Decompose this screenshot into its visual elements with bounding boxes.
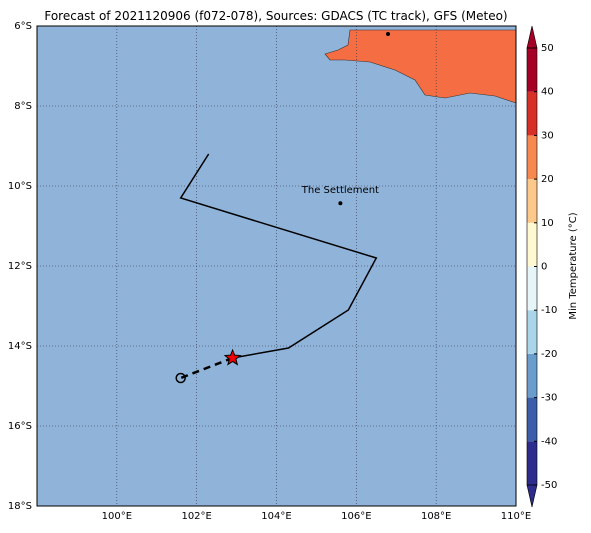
colorbar-bin [527, 135, 537, 180]
colorbar-tick-label: -20 [541, 349, 557, 360]
colorbar-tick-label: -30 [541, 393, 557, 404]
current-position [223, 348, 242, 366]
colorbar-extend-min [526, 484, 538, 508]
place-dot [338, 201, 343, 206]
colorbar-bin [527, 310, 537, 354]
colorbar-tick-label: 10 [541, 218, 554, 229]
map-frame [36, 25, 517, 507]
colorbar-bin [527, 397, 537, 442]
land [324, 29, 517, 104]
title: Forecast of 2021120906 (f072-078), Sourc… [44, 9, 507, 23]
colorbar-tick-label: -50 [541, 480, 557, 491]
colorbar-tick-label: 40 [541, 87, 554, 98]
colorbar-extend-max [526, 25, 538, 49]
colorbar-tick-label: 20 [541, 174, 554, 185]
colorbar-tick-label: -40 [541, 436, 557, 447]
colorbar-tick-label: -10 [541, 305, 557, 316]
colorbar-label: Min Temperature (°C) [568, 212, 579, 319]
colorbar-bin [527, 179, 537, 223]
colorbar-bin [527, 441, 537, 485]
colorbar-bin [527, 266, 537, 311]
forecast-end [175, 372, 186, 384]
place-label: The Settlement [301, 185, 379, 196]
y-tick-label: 12°S [8, 261, 32, 272]
x-tick-label: 104°E [261, 511, 291, 522]
colorbar-tick-label: 0 [541, 262, 547, 273]
colorbar-tick-label: 30 [541, 130, 554, 141]
x-tick-label: 102°E [181, 511, 211, 522]
forecast-line [180, 356, 234, 380]
y-tick-label: 10°S [8, 181, 32, 192]
city-dot [386, 32, 390, 36]
x-tick-label: 110°E [501, 511, 531, 522]
y-tick-label: 14°S [8, 341, 32, 352]
colorbar-tick-label: 50 [541, 43, 554, 54]
y-tick-label: 18°S [8, 501, 32, 512]
colorbar-bin [527, 48, 537, 92]
track-line [179, 153, 378, 359]
y-tick-label: 6°S [14, 21, 32, 32]
y-tick-label: 16°S [8, 421, 32, 432]
colorbar-bin [527, 353, 537, 398]
colorbar-bin [527, 222, 537, 267]
x-tick-label: 100°E [102, 511, 132, 522]
x-tick-label: 106°E [341, 511, 371, 522]
colorbar-bin [527, 91, 537, 136]
y-tick-label: 8°S [14, 101, 32, 112]
x-tick-label: 108°E [421, 511, 451, 522]
